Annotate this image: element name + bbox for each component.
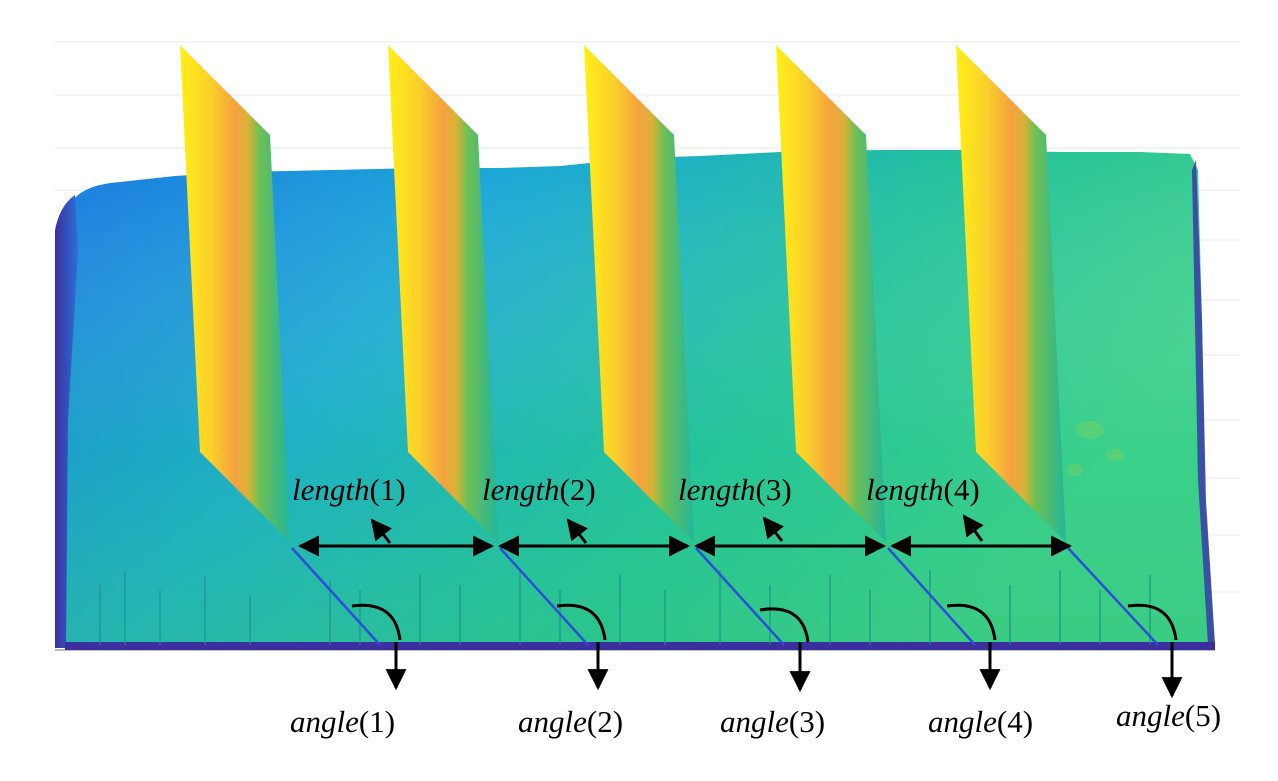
angle-arc-3 <box>759 607 810 643</box>
angle-markers <box>351 603 1183 699</box>
length-pointers <box>370 514 984 544</box>
angle-arc-1 <box>351 603 402 641</box>
cutting-plane-2 <box>388 45 498 542</box>
angle-arc-4 <box>946 603 997 641</box>
length-label-2: length(2) <box>482 472 596 507</box>
angle-label-4: angle(4) <box>928 704 1034 739</box>
angle-arc-5 <box>1127 603 1178 641</box>
angle-label-3: angle(3) <box>720 704 826 739</box>
length-label-1: length(1) <box>292 472 406 507</box>
cutting-plane-4 <box>776 45 886 542</box>
cutting-planes <box>180 45 1066 542</box>
cutting-plane-3 <box>584 45 694 542</box>
angle-label-5: angle(5) <box>1116 698 1222 733</box>
length-label-4: length(4) <box>866 472 980 507</box>
angle-label-1: angle(1) <box>290 704 396 739</box>
diagonal-traces <box>291 547 1159 646</box>
angle-label-2: angle(2) <box>518 704 624 739</box>
cutting-plane-1 <box>180 45 290 542</box>
cutting-plane-5 <box>956 45 1066 542</box>
length-label-3: length(3) <box>678 472 792 507</box>
angle-arc-2 <box>556 603 607 641</box>
